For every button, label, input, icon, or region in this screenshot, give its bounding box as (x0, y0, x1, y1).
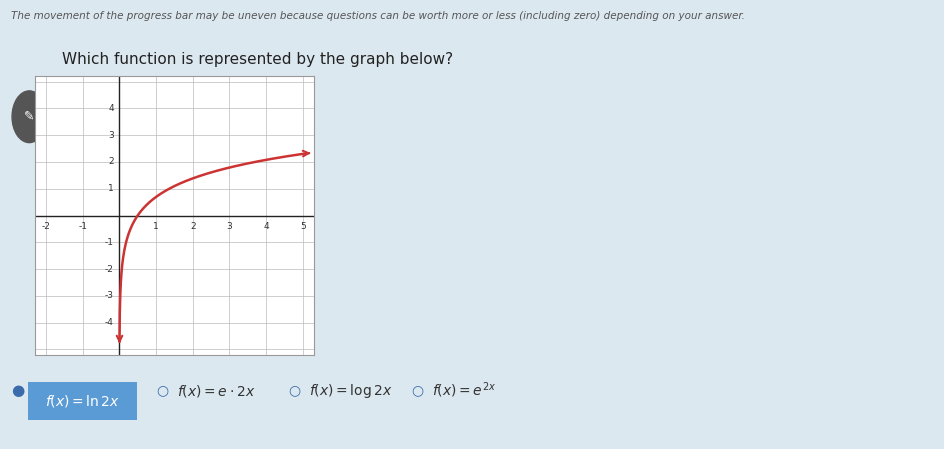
Text: 1: 1 (153, 222, 159, 231)
Circle shape (12, 91, 46, 143)
Text: $f(x) = e \cdot 2x$: $f(x) = e \cdot 2x$ (177, 383, 255, 399)
Text: 4: 4 (109, 104, 113, 113)
Text: 5: 5 (299, 222, 305, 231)
Text: ●: ● (11, 383, 25, 398)
Text: The movement of the progress bar may be uneven because questions can be worth mo: The movement of the progress bar may be … (11, 11, 745, 21)
Text: -2: -2 (42, 222, 50, 231)
Text: ○: ○ (411, 383, 423, 398)
Text: ✎: ✎ (24, 109, 35, 122)
Text: $f(x) = \ln 2x$: $f(x) = \ln 2x$ (45, 393, 120, 409)
Text: 2: 2 (190, 222, 195, 231)
Text: -4: -4 (105, 318, 113, 327)
Text: $f(x) = \log 2x$: $f(x) = \log 2x$ (309, 382, 392, 400)
Text: $f(x) = e^{2x}$: $f(x) = e^{2x}$ (431, 381, 496, 401)
Text: 1: 1 (108, 184, 113, 193)
Text: -2: -2 (105, 264, 113, 273)
Text: -1: -1 (78, 222, 87, 231)
Text: -1: -1 (105, 238, 113, 247)
Text: 3: 3 (227, 222, 232, 231)
Text: ○: ○ (288, 383, 300, 398)
Text: Which function is represented by the graph below?: Which function is represented by the gra… (62, 52, 453, 66)
Text: ○: ○ (156, 383, 168, 398)
Text: 4: 4 (263, 222, 269, 231)
Text: 2: 2 (109, 158, 113, 167)
Text: -3: -3 (105, 291, 113, 300)
Text: 3: 3 (108, 131, 113, 140)
FancyBboxPatch shape (28, 382, 137, 420)
